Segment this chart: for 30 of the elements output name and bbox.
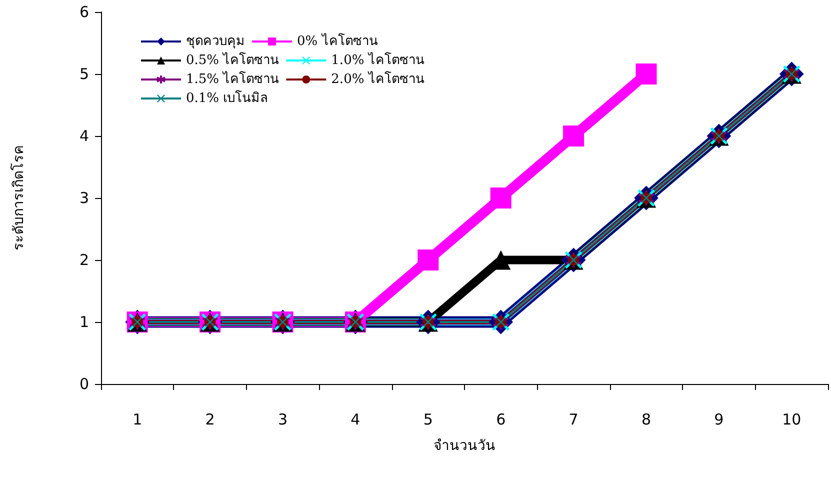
legend-label: 2.0% ไคโตซาน: [331, 71, 424, 87]
x-tick-label: 3: [278, 410, 288, 428]
y-tick-label: 1: [79, 313, 89, 331]
x-tick-label: 7: [568, 410, 578, 428]
point: [563, 126, 584, 146]
x-tick-label: 2: [205, 410, 215, 428]
y-tick-label: 6: [79, 3, 89, 21]
y-tick-label: 4: [79, 127, 89, 145]
y-tick-label: 3: [79, 189, 89, 207]
x-axis-title: จำนวนวัน: [434, 438, 496, 454]
y-tick-label: 0: [79, 375, 89, 393]
legend-label: 1.5% ไคโตซาน: [186, 71, 280, 87]
legend-label: 0% ไคโตซาน: [297, 33, 378, 49]
x-tick-label: 1: [132, 410, 142, 428]
y-tick-label: 5: [79, 65, 89, 83]
point: [418, 250, 439, 270]
x-tick-label: 5: [423, 410, 433, 428]
x-tick-label: 10: [782, 410, 802, 428]
y-tick-label: 2: [79, 251, 89, 269]
legend-label: ชุดควบคุม: [186, 34, 245, 49]
x-tick-label: 4: [350, 410, 360, 428]
point: [490, 188, 512, 208]
point: [636, 64, 657, 84]
x-tick-label: 8: [641, 410, 652, 428]
x-tick-label: 6: [496, 410, 506, 428]
y-axis-title: ระดับการเกิดโรค: [10, 146, 27, 250]
legend-label: 0.5% ไคโตซาน: [186, 52, 280, 68]
x-tick-label: 9: [714, 410, 724, 428]
legend-label: 1.0% ไคโตซาน: [331, 52, 424, 68]
legend-label: 0.1% เบโนมิล: [186, 90, 268, 106]
